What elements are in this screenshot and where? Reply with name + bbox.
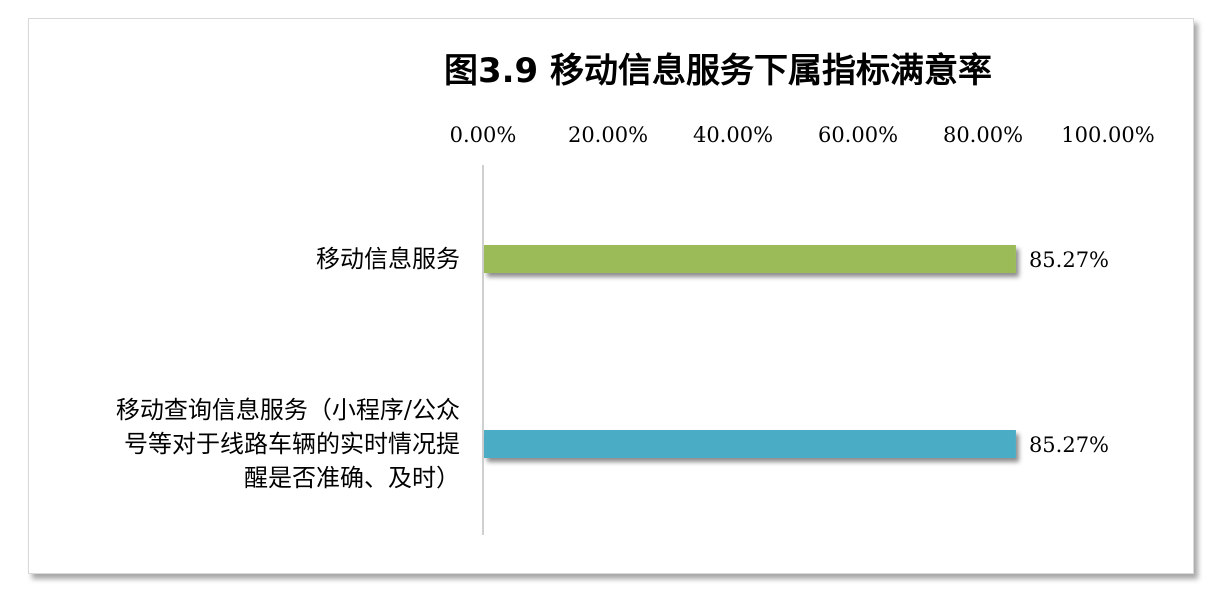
category-label: 移动查询信息服务（小程序/公众 [116, 396, 460, 424]
x-tick-label: 20.00% [568, 123, 648, 147]
category-label: 醒是否准确、及时） [244, 464, 460, 492]
bar [484, 245, 1016, 273]
x-tick-label: 80.00% [943, 123, 1023, 147]
x-tick-label: 0.00% [450, 123, 517, 147]
data-label: 85.27% [1029, 433, 1109, 457]
x-tick-label: 60.00% [818, 123, 898, 147]
bars [484, 245, 1016, 458]
chart-title: 图3.9 移动信息服务下属指标满意率 [444, 51, 992, 91]
chart-frame [28, 18, 1194, 574]
x-tick-label: 100.00% [1061, 123, 1154, 147]
data-labels: 85.27% 85.27% [1029, 248, 1109, 457]
data-label: 85.27% [1029, 248, 1109, 272]
x-tick-label: 40.00% [693, 123, 773, 147]
x-axis-ticks: 0.00% 20.00% 40.00% 60.00% 80.00% 100.00% [450, 123, 1155, 147]
category-label: 号等对于线路车辆的实时情况提 [124, 430, 460, 458]
category-label: 移动信息服务 [316, 245, 460, 273]
bar [484, 430, 1016, 458]
category-labels: 移动信息服务移动查询信息服务（小程序/公众号等对于线路车辆的实时情况提醒是否准确… [116, 245, 460, 492]
